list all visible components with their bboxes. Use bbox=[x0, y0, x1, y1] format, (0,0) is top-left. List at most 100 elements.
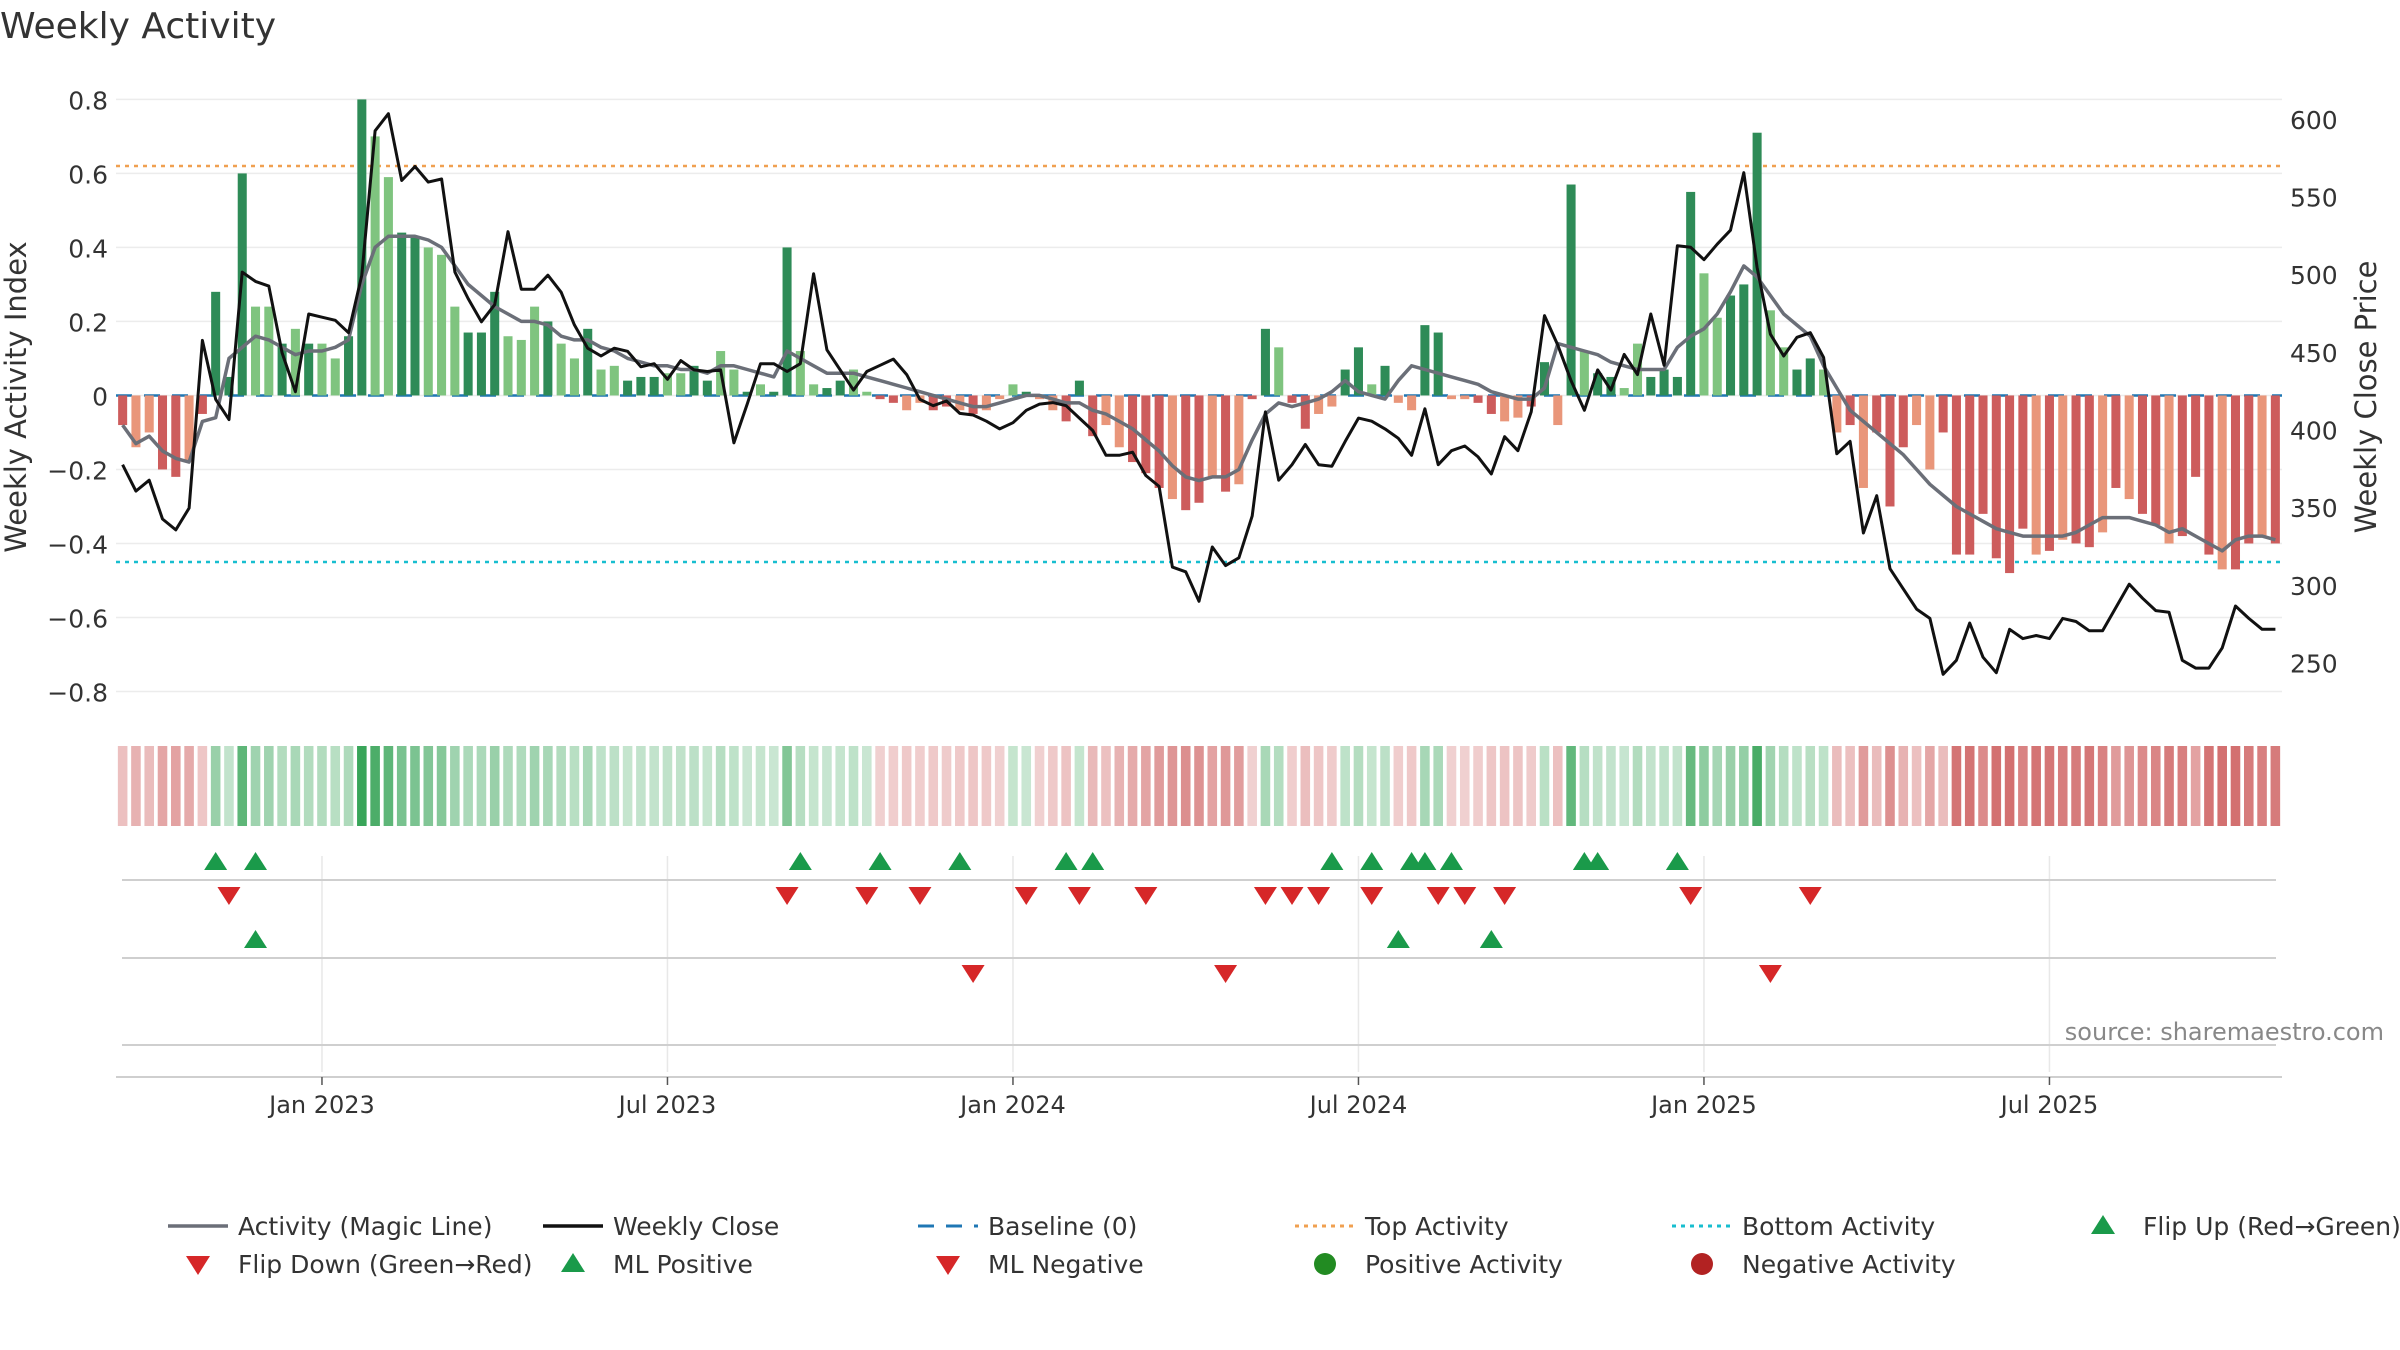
activity-bar bbox=[1539, 362, 1550, 396]
flip-up-marker bbox=[1413, 852, 1437, 870]
activity-bar bbox=[1393, 395, 1403, 403]
heat-cell bbox=[2044, 746, 2055, 826]
activity-bar bbox=[357, 99, 367, 396]
flip-down-marker bbox=[217, 887, 241, 905]
flip-down-marker bbox=[1798, 887, 1822, 905]
activity-bar bbox=[1473, 395, 1483, 403]
activity-bar bbox=[782, 247, 792, 396]
flip-down-marker bbox=[1679, 887, 1703, 905]
activity-bar bbox=[1247, 395, 1257, 400]
heat-cell bbox=[556, 746, 566, 826]
flip-down-marker bbox=[908, 887, 932, 905]
y-tick-label: 0.4 bbox=[68, 234, 108, 263]
activity-bar bbox=[995, 395, 1005, 400]
activity-bar bbox=[2044, 395, 2054, 551]
heat-cell bbox=[117, 746, 128, 826]
heat-cell bbox=[1114, 746, 1125, 826]
heat-cell bbox=[2031, 746, 2041, 826]
activity-bar bbox=[1951, 395, 1961, 555]
heat-cell bbox=[2111, 746, 2121, 826]
heat-cell bbox=[1021, 746, 1032, 826]
activity-bar bbox=[144, 395, 154, 433]
activity-bar bbox=[1765, 310, 1775, 396]
activity-bar bbox=[1513, 395, 1523, 418]
flip-up-marker bbox=[1360, 852, 1384, 870]
activity-bar bbox=[157, 395, 168, 470]
heat-cell bbox=[2230, 746, 2241, 826]
activity-bar bbox=[556, 343, 566, 396]
heat-cell bbox=[2097, 746, 2108, 826]
activity-bar bbox=[1991, 395, 2001, 559]
heat-cell bbox=[729, 746, 739, 826]
chart-title: Weekly Activity bbox=[0, 6, 276, 47]
heat-cell bbox=[1911, 746, 1922, 826]
heat-cell bbox=[1553, 746, 1563, 826]
flip-down-marker bbox=[855, 887, 879, 905]
legend-item: Flip Up (Red→Green) bbox=[2091, 1212, 2400, 1241]
y2-tick-label: 600 bbox=[2290, 106, 2338, 135]
heat-cell bbox=[1805, 746, 1816, 826]
activity-bar bbox=[344, 336, 354, 396]
heat-cell bbox=[2177, 746, 2188, 826]
heat-cell bbox=[303, 746, 314, 826]
activity-bar bbox=[118, 395, 128, 426]
legend-label: ML Positive bbox=[613, 1250, 753, 1279]
heat-cell bbox=[2164, 746, 2174, 826]
activity-bar bbox=[702, 380, 712, 396]
activity-bar bbox=[2257, 395, 2267, 537]
heat-cell bbox=[1845, 746, 1855, 826]
legend: Activity (Magic Line) Weekly Close Baselin… bbox=[168, 1212, 2400, 1279]
flip-down-marker bbox=[1280, 887, 1304, 905]
heat-cell bbox=[1048, 746, 1058, 826]
heat-cell bbox=[1858, 746, 1869, 826]
y-tick-label: −0.4 bbox=[47, 530, 108, 559]
heat-cell bbox=[702, 746, 713, 826]
activity-bar bbox=[2244, 395, 2254, 544]
heat-cell bbox=[2204, 746, 2214, 826]
heat-cell bbox=[636, 746, 646, 826]
heat-cell bbox=[1951, 746, 1962, 826]
activity-bar bbox=[1672, 376, 1682, 396]
activity-bar bbox=[1898, 395, 1908, 448]
heat-cell bbox=[715, 746, 726, 826]
activity-bar bbox=[1194, 395, 1204, 503]
heat-cell bbox=[131, 746, 141, 826]
heat-cell bbox=[1420, 746, 1430, 826]
heat-cell bbox=[1287, 746, 1297, 826]
activity-bar bbox=[1686, 191, 1696, 396]
activity-bar bbox=[981, 395, 991, 411]
heat-cell bbox=[1154, 746, 1164, 826]
heat-cell bbox=[1180, 746, 1191, 826]
legend-label: Activity (Magic Line) bbox=[238, 1212, 492, 1241]
x-tick-label: Jan 2023 bbox=[267, 1091, 375, 1119]
heat-cell bbox=[1592, 746, 1603, 826]
activity-bar bbox=[2137, 395, 2147, 514]
flip-up-marker bbox=[1586, 852, 1610, 870]
heat-cell bbox=[476, 746, 487, 826]
heat-cell bbox=[2084, 746, 2095, 826]
activity-bar bbox=[1858, 395, 1868, 488]
activity-bar bbox=[1925, 395, 1935, 470]
activity-bar bbox=[277, 343, 287, 396]
heat-cell bbox=[463, 746, 473, 826]
activity-bar bbox=[623, 380, 633, 396]
heat-cell bbox=[994, 746, 1005, 826]
heat-cell bbox=[489, 746, 500, 826]
heat-cell bbox=[1300, 746, 1311, 826]
activity-bar bbox=[1646, 376, 1656, 396]
activity-bar bbox=[1101, 395, 1111, 426]
legend-label: Bottom Activity bbox=[1742, 1212, 1935, 1241]
x-tick-label: Jul 2024 bbox=[1308, 1091, 1408, 1119]
heat-cell bbox=[1632, 746, 1643, 826]
heat-cell bbox=[1061, 746, 1071, 826]
heat-cell bbox=[915, 746, 925, 826]
activity-bar bbox=[1978, 395, 1988, 514]
heat-cell bbox=[1659, 746, 1669, 826]
heat-cell bbox=[1074, 746, 1085, 826]
heat-cell bbox=[1871, 746, 1882, 826]
heat-cell bbox=[330, 746, 341, 826]
activity-bar bbox=[1367, 384, 1377, 396]
legend-swatch-red-dot bbox=[1691, 1253, 1713, 1275]
heat-cell bbox=[795, 746, 806, 826]
activity-bar bbox=[1460, 395, 1470, 400]
